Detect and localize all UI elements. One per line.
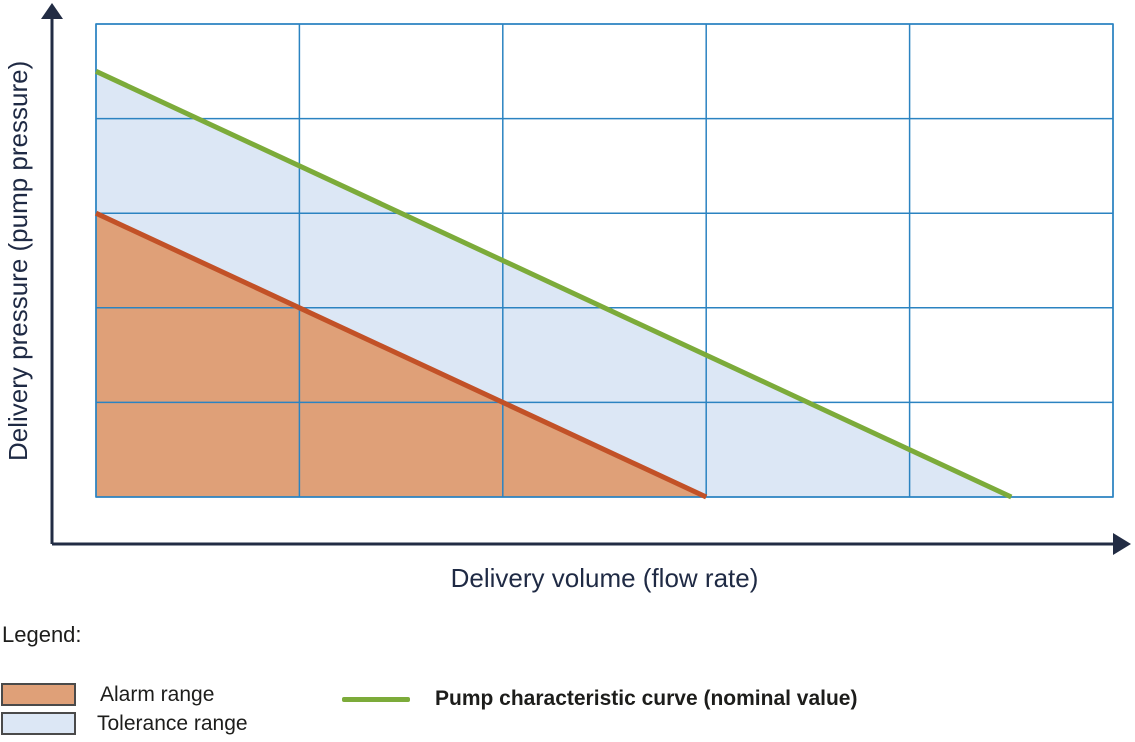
pump-characteristic-curve-nominal-value-line xyxy=(94,69,1013,500)
alarm-limit-line-line xyxy=(94,210,708,500)
y-axis-label: Delivery pressure (pump pressure) xyxy=(3,60,33,461)
legend-item-tolerance-range: Tolerance range xyxy=(1,712,248,735)
legend-item-alarm-range: Alarm range xyxy=(1,683,214,706)
alarm-range-swatch xyxy=(1,683,76,706)
legend-item-pump-curve: Pump characteristic curve (nominal value… xyxy=(342,685,857,713)
plot-border xyxy=(95,23,1114,498)
legend-title: Legend: xyxy=(2,622,82,647)
y-axis-arrow-icon xyxy=(41,3,63,19)
tolerance-range-label: Tolerance range xyxy=(97,711,248,735)
x-axis-arrow-icon xyxy=(1113,533,1131,555)
tolerance-range-swatch xyxy=(1,712,76,735)
pump-curve-label: Pump characteristic curve (nominal value… xyxy=(435,687,858,710)
pump-curve-line-swatch xyxy=(342,696,410,702)
x-axis-label: Delivery volume (flow rate) xyxy=(450,563,759,593)
alarm-range-label: Alarm range xyxy=(100,682,215,706)
